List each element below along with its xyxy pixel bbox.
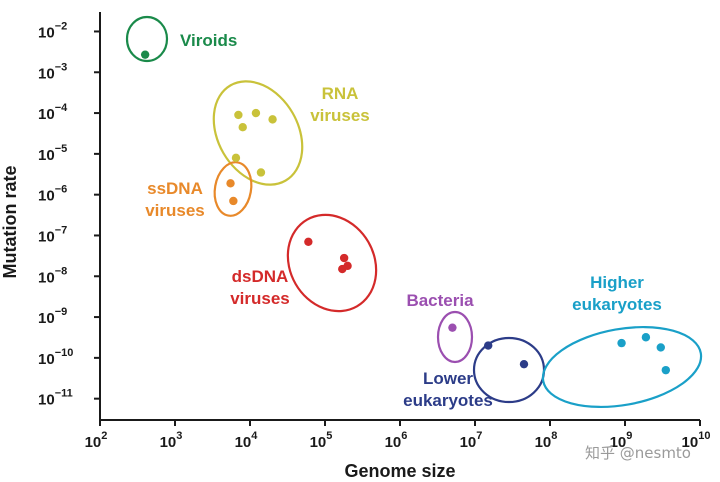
group-enclosure [436, 310, 474, 364]
y-tick-label: 10−9 [38, 306, 67, 327]
x-tick-label: 102 [85, 430, 108, 451]
data-point [656, 343, 665, 352]
data-point [268, 115, 277, 124]
y-tick-label: 10−5 [38, 143, 67, 164]
y-axis-title: Mutation rate [0, 165, 20, 278]
group-enclosure [286, 213, 378, 313]
data-point [304, 237, 313, 246]
group-enclosure [212, 80, 304, 186]
group-label: RNA viruses [310, 84, 370, 125]
data-point [229, 196, 238, 206]
group-enclosure [125, 15, 169, 63]
data-point [231, 153, 241, 163]
data-point [338, 264, 347, 274]
group-label: Viroids [180, 31, 237, 50]
x-tick-label: 107 [460, 430, 483, 451]
data-point [519, 359, 529, 369]
group-enclosure [213, 161, 253, 217]
data-point [661, 365, 671, 375]
y-tick-label: 10−8 [38, 265, 67, 286]
data-point [339, 253, 349, 263]
data-point [234, 110, 243, 120]
data-points [140, 50, 671, 375]
y-tick-label: 10−11 [38, 388, 73, 409]
y-tick-label: 10−3 [38, 61, 67, 82]
group-enclosures [125, 15, 703, 409]
x-tick-label: 105 [310, 430, 333, 451]
data-point [641, 333, 651, 342]
y-tick-label: 10−10 [38, 347, 73, 368]
group-label: Higher eukaryotes [572, 273, 662, 314]
group-label: ssDNA viruses [145, 179, 205, 220]
x-tick-label: 104 [235, 430, 259, 451]
x-tick-label: 106 [385, 430, 408, 451]
group-enclosure [541, 325, 703, 409]
group-labels: Viroids RNA viruses ssDNA viruses dsDNA viruse… [145, 31, 662, 410]
data-point [251, 108, 261, 118]
y-tick-label: 10−7 [38, 224, 67, 245]
group-label: Bacteria [406, 291, 474, 310]
data-point [484, 341, 493, 350]
data-point [226, 179, 235, 188]
x-axis-title: Genome size [344, 461, 455, 481]
y-tick-label: 10−4 [38, 102, 68, 123]
data-point [256, 168, 266, 177]
data-point [448, 323, 457, 332]
group-label: dsDNA viruses [230, 267, 290, 308]
y-ticks: 10−2 10−3 10−4 10−5 10−6 10−7 10−8 10−9 10−10 10−… [38, 20, 100, 409]
watermark: 知乎 @nesmto [585, 444, 691, 462]
x-tick-label: 108 [535, 430, 558, 451]
y-tick-label: 10−6 [38, 184, 67, 205]
data-point [140, 50, 150, 59]
y-tick-label: 10−2 [38, 20, 67, 41]
group-label: Lower eukaryotes [403, 369, 493, 410]
data-point [617, 338, 626, 348]
x-tick-label: 103 [160, 430, 183, 451]
data-point [238, 123, 247, 132]
